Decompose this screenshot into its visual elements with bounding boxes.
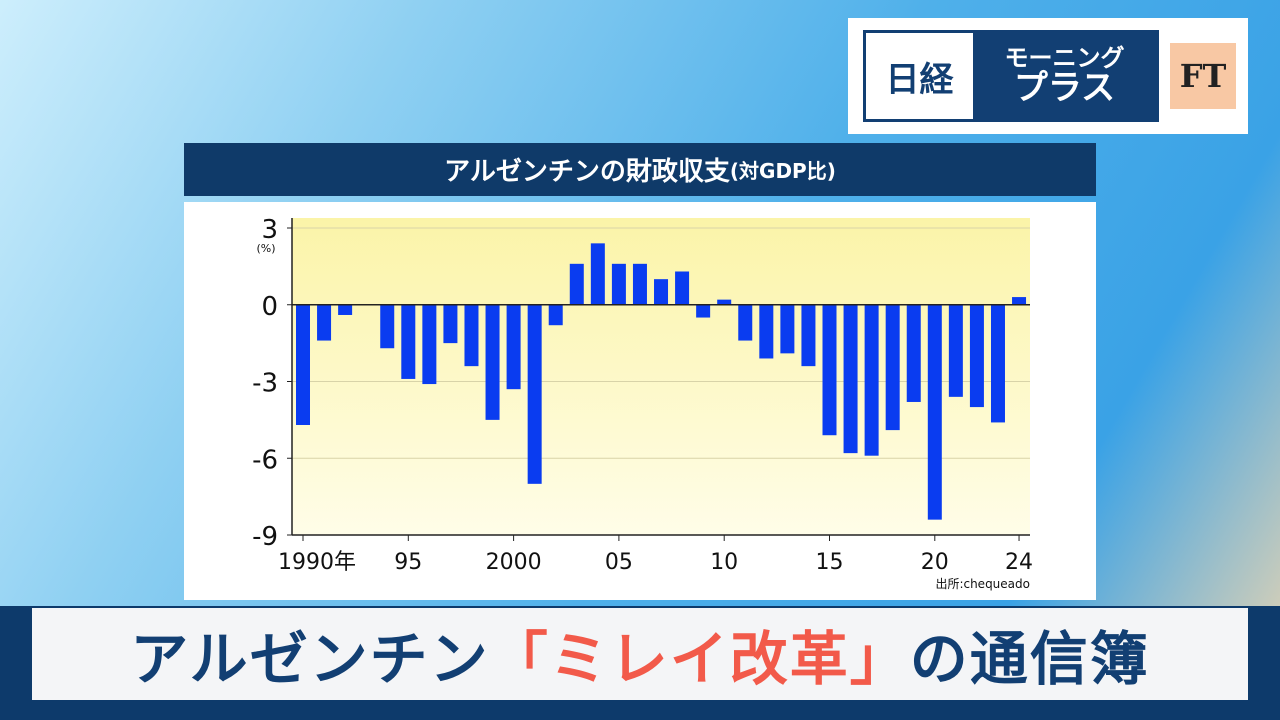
bar-1991 — [317, 304, 332, 341]
x-tick-label: 95 — [394, 550, 422, 575]
bar-2014 — [801, 304, 816, 367]
y-tick-label: -6 — [252, 445, 278, 475]
x-tick-label: 10 — [710, 550, 738, 575]
bar-2019 — [906, 304, 921, 402]
chart-panel: 3 0 -3 -6 -9 (%) 1990年 95 2000 05 10 15 20 24 出所:chequ… — [184, 202, 1096, 600]
ft-logo: FT — [1170, 43, 1236, 109]
headline-caption: アルゼンチン 「ミレイ改革」 の通信簿 — [32, 608, 1248, 700]
bar-1998 — [464, 304, 479, 367]
x-tick-label: 20 — [921, 550, 949, 575]
program-logo: 日経 モーニング プラス FT — [848, 18, 1248, 134]
bar-1997 — [443, 304, 458, 344]
bar-chart: 3 0 -3 -6 -9 (%) 1990年 95 2000 05 10 15 20 24 出所:chequ… — [252, 215, 1033, 591]
y-tick-label: 0 — [261, 292, 278, 322]
bar-1996 — [422, 304, 437, 385]
bar-2018 — [885, 304, 900, 431]
bar-2015 — [822, 304, 837, 436]
caption-part3: の通信簿 — [909, 625, 1150, 693]
y-tick-label: -3 — [252, 369, 278, 399]
bar-2022 — [969, 304, 984, 408]
bar-1999 — [485, 304, 500, 420]
x-tick-label: 05 — [605, 550, 633, 575]
bar-2007 — [654, 279, 669, 305]
chart-title-bar: アルゼンチンの財政収支 (対GDP比) — [184, 143, 1096, 196]
bar-2010 — [717, 299, 732, 305]
bar-2011 — [738, 304, 753, 341]
bar-2001 — [527, 304, 542, 484]
x-tick-label: 15 — [816, 550, 844, 575]
bar-2016 — [843, 304, 858, 454]
bar-2024 — [1012, 297, 1027, 305]
chart-title: アルゼンチンの財政収支 — [444, 157, 730, 187]
bar-2000 — [506, 304, 521, 390]
y-tick-label: -9 — [252, 522, 278, 552]
bar-1995 — [401, 304, 416, 379]
caption-part2: 「ミレイ改革」 — [489, 625, 910, 693]
x-tick-label: 2000 — [486, 550, 542, 575]
bar-2006 — [632, 263, 647, 305]
bar-2009 — [696, 304, 711, 318]
x-tick-label: 1990年 — [278, 550, 356, 575]
bar-2021 — [948, 304, 963, 397]
caption-part1: アルゼンチン — [130, 625, 490, 693]
nikkei-logo-text: 日経 — [866, 33, 973, 119]
bar-2002 — [548, 304, 563, 326]
x-tick-label: 24 — [1005, 550, 1033, 575]
bar-2020 — [927, 304, 942, 520]
bar-2012 — [759, 304, 774, 359]
bar-2023 — [990, 304, 1005, 423]
bar-2004 — [590, 243, 605, 305]
bar-1994 — [380, 304, 395, 349]
bar-1992 — [338, 304, 353, 315]
y-tick-label: 3 — [261, 215, 278, 245]
source-note: 出所:chequeado — [935, 577, 1030, 591]
bar-2017 — [864, 304, 879, 456]
bar-2013 — [780, 304, 795, 354]
bar-1990 — [296, 304, 310, 425]
chart-subtitle: (対GDP比) — [729, 159, 836, 183]
y-axis-unit: (%) — [256, 242, 275, 255]
program-name-line1: モーニング — [1004, 43, 1125, 72]
program-name-line2: プラス — [1013, 67, 1116, 108]
bar-2008 — [675, 271, 690, 305]
bar-2003 — [569, 263, 584, 305]
bar-2005 — [611, 263, 626, 305]
